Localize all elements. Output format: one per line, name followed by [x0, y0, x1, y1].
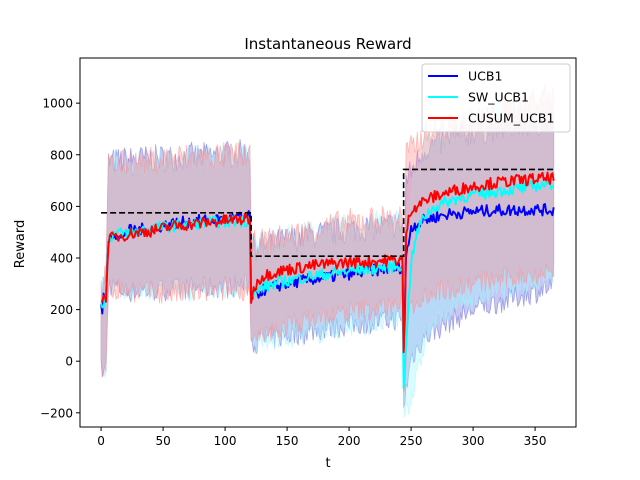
plot-area — [100, 84, 555, 418]
legend-label-ucb1: UCB1 — [468, 69, 502, 84]
x-tick-label: 0 — [97, 434, 105, 448]
plot-frame — [79, 57, 577, 428]
x-tick-label: 200 — [338, 434, 361, 448]
y-tick-label: 400 — [50, 251, 73, 265]
x-tick-label: 50 — [155, 434, 170, 448]
x-tick-label: 250 — [400, 434, 423, 448]
legend-box — [421, 63, 571, 133]
legend-label-cusum-ucb1: CUSUM_UCB1 — [468, 111, 554, 126]
legend-label-sw-ucb1: SW_UCB1 — [468, 90, 529, 105]
y-tick-label: 800 — [50, 148, 73, 162]
y-tick-label: 1000 — [42, 97, 73, 111]
band-cusum-ucb1 — [100, 84, 555, 393]
plot-content — [100, 84, 555, 418]
axes: 0 50 100 150 200 250 300 350 −200 0 200 400 600 800 10… — [40, 57, 577, 448]
x-axis-label: t — [325, 456, 330, 471]
legend: UCB1 SW_UCB1 CUSUM_UCB1 — [421, 63, 571, 133]
y-axis-label: Reward — [13, 220, 28, 268]
x-tick-label: 100 — [214, 434, 237, 448]
chart-title: Instantaneous Reward — [244, 35, 411, 53]
x-tick-label: 350 — [524, 434, 547, 448]
y-tick-label: 0 — [65, 355, 73, 369]
y-tick-label: −200 — [40, 406, 73, 420]
series-line-cusum-ucb1 — [100, 171, 555, 354]
x-tick-label: 300 — [462, 434, 485, 448]
x-tick-label: 150 — [276, 434, 299, 448]
y-tick-label: 200 — [50, 303, 73, 317]
y-tick-label: 600 — [50, 200, 73, 214]
